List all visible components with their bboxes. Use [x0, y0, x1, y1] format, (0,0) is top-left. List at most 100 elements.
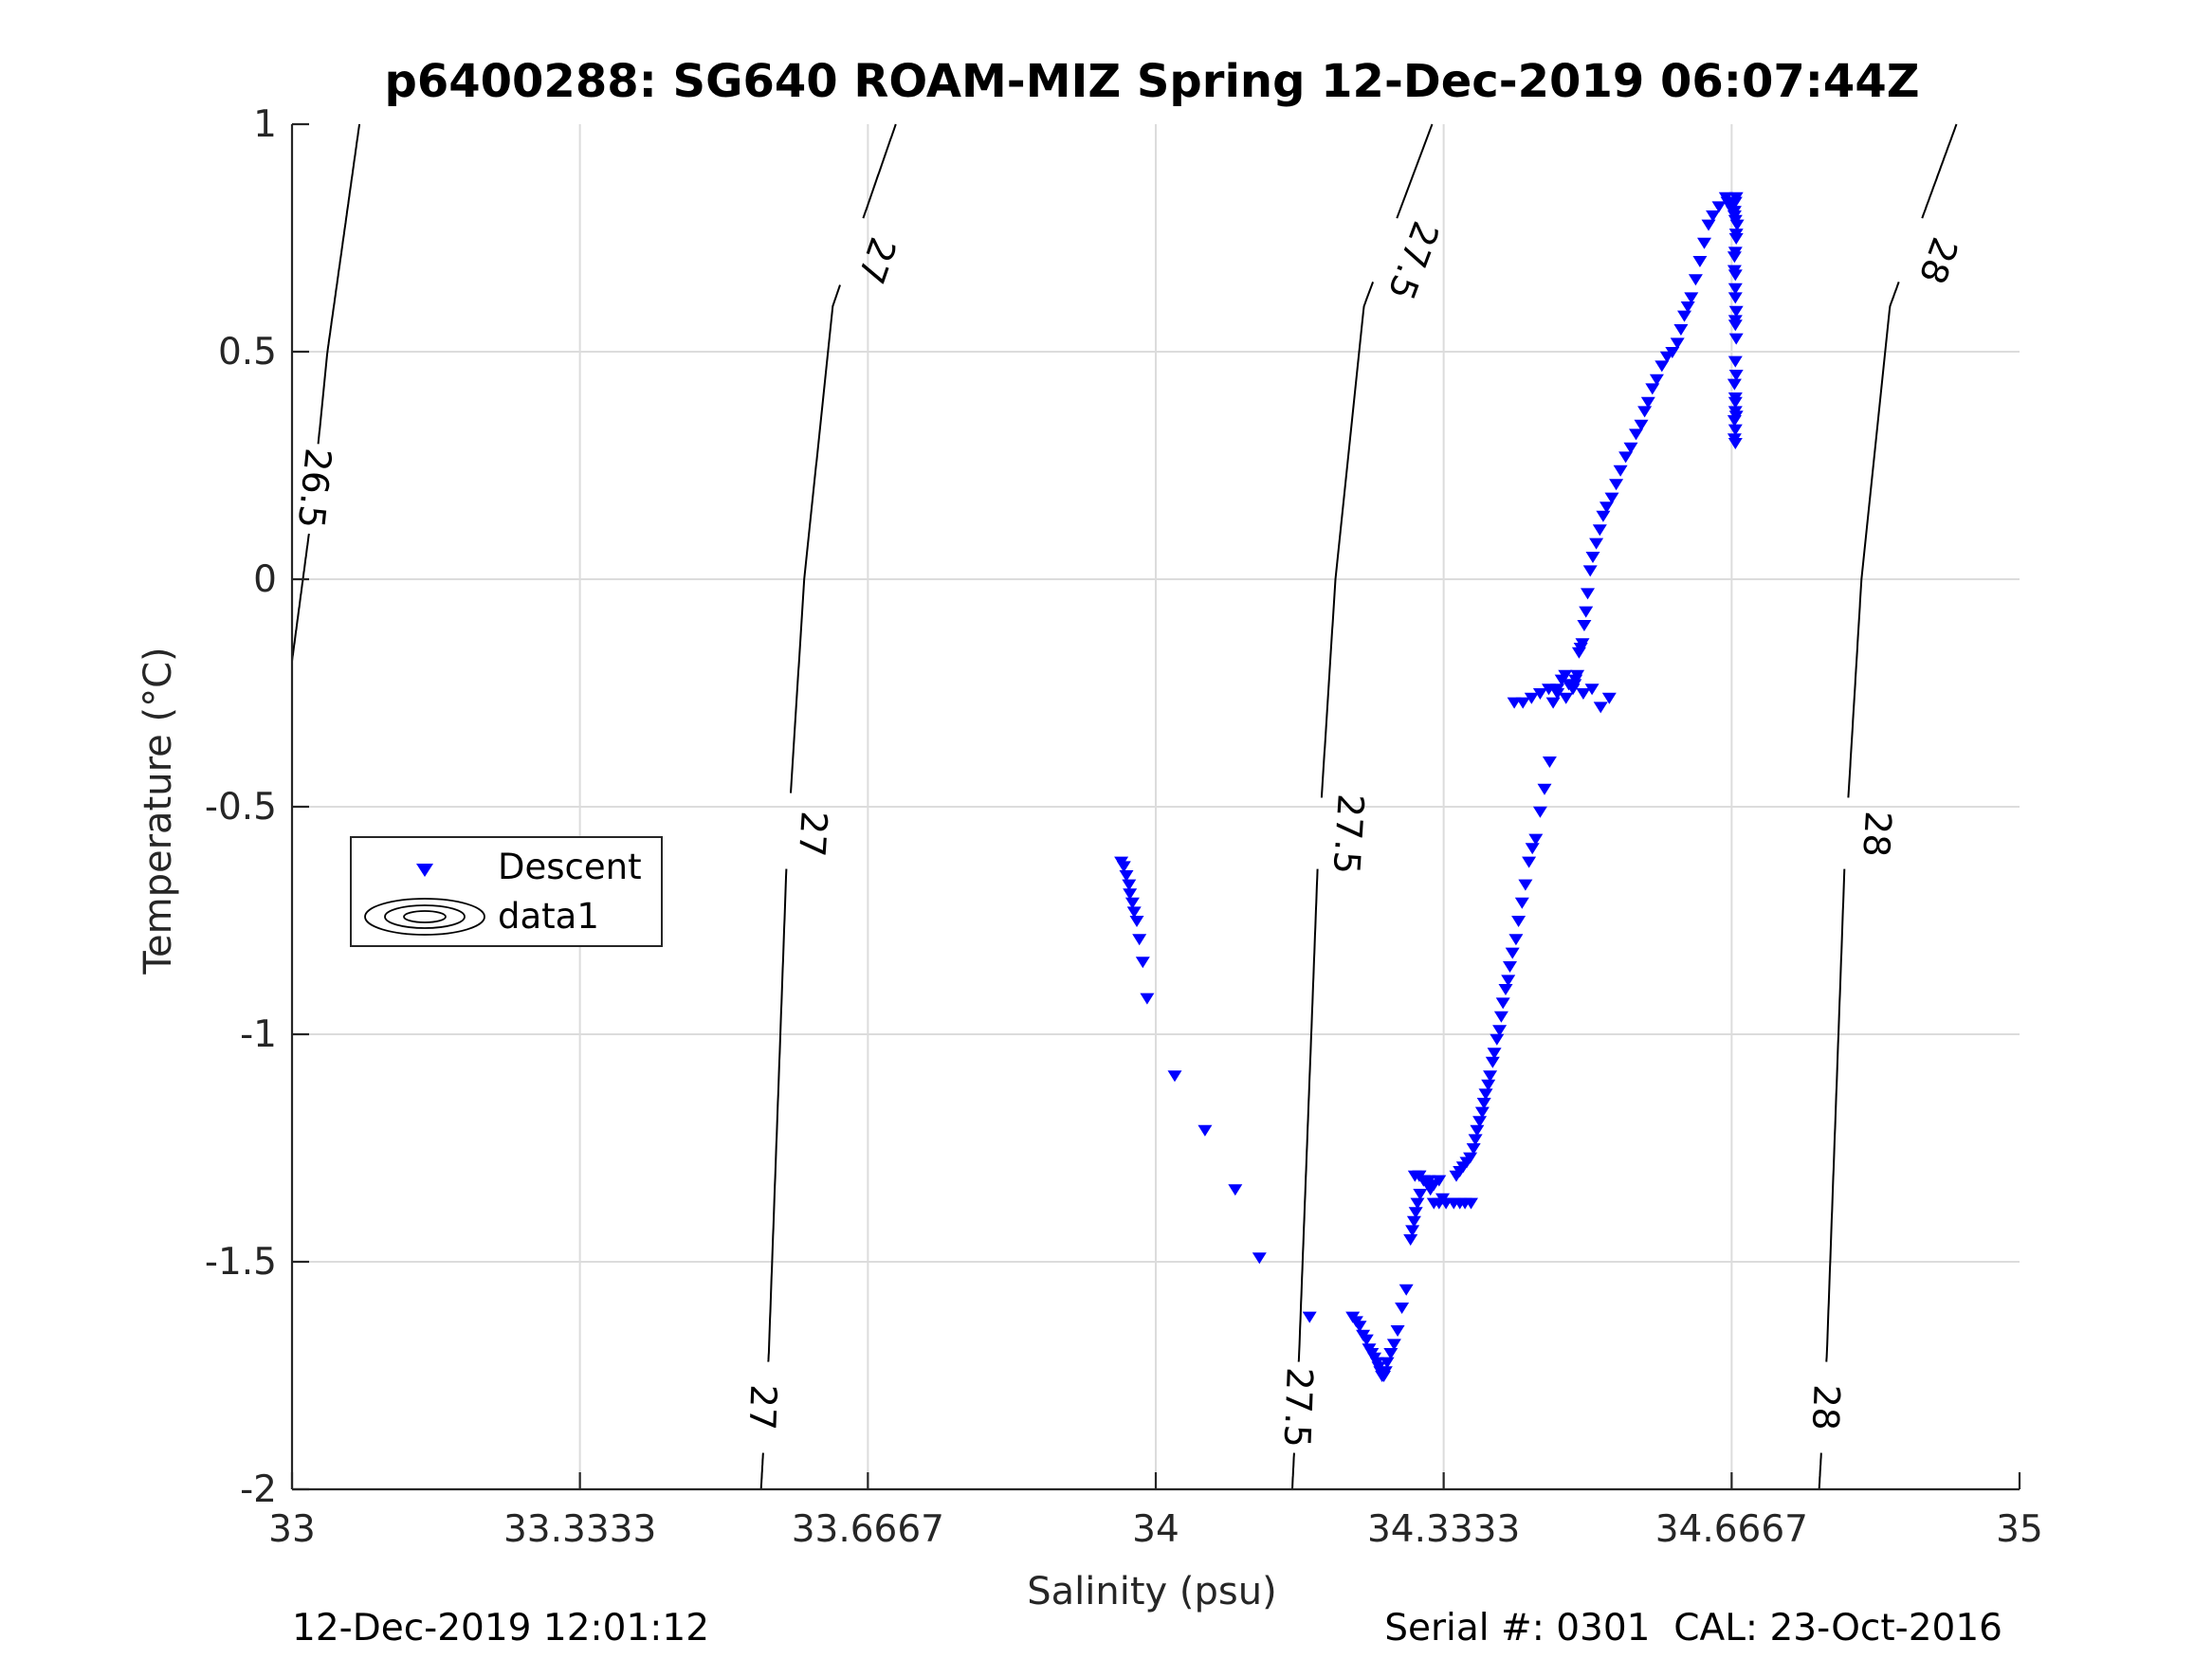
- descent-point: [1550, 688, 1565, 700]
- descent-point: [1129, 916, 1144, 927]
- descent-point: [1579, 606, 1594, 618]
- descent-point: [1727, 264, 1742, 277]
- contour-label-27.5: 27.5: [1325, 793, 1372, 875]
- descent-point: [1728, 424, 1743, 436]
- descent-point: [1398, 1284, 1414, 1296]
- descent-point: [1545, 697, 1561, 709]
- descent-point: [1604, 492, 1619, 504]
- y-tick-label: 0.5: [218, 331, 277, 374]
- descent-point: [1592, 524, 1607, 537]
- contour-label-27: 27: [741, 1384, 785, 1431]
- descent-point: [1123, 888, 1138, 901]
- descent-point: [1576, 688, 1591, 700]
- contour-line-28: [1921, 123, 1958, 219]
- descent-point: [1514, 897, 1529, 909]
- contour-line-27: [790, 284, 841, 793]
- descent-point: [1558, 669, 1573, 682]
- descent-point: [1623, 442, 1638, 454]
- contour-line-27: [759, 1452, 764, 1490]
- descent-point: [1706, 210, 1721, 222]
- descent-point: [1727, 206, 1742, 218]
- descent-point: [1481, 1079, 1496, 1091]
- descent-point: [1600, 501, 1614, 514]
- grid: [292, 124, 2020, 1489]
- descent-point: [1463, 1152, 1478, 1164]
- descent-point: [1122, 879, 1137, 891]
- contour-label-26.5: 26.5: [290, 447, 339, 531]
- descent-point: [1728, 392, 1743, 404]
- descent-point: [1476, 1098, 1491, 1109]
- descent-point: [1352, 1321, 1367, 1333]
- y-tick-label: 0: [253, 558, 277, 601]
- descent-point: [1688, 274, 1703, 286]
- descent-point: [1728, 406, 1743, 418]
- descent-point: [1135, 957, 1150, 969]
- descent-point: [1727, 251, 1742, 264]
- descent-point: [1501, 975, 1516, 987]
- descent-point: [1493, 1011, 1508, 1023]
- descent-point: [1410, 1197, 1425, 1210]
- x-tick-label: 34.3333: [1367, 1508, 1520, 1551]
- contour-label-27: 27: [791, 810, 835, 858]
- contour-line-27.5: [1396, 123, 1434, 219]
- legend-data1-label: data1: [498, 896, 599, 937]
- descent-point: [1474, 1106, 1490, 1119]
- legend-descent-label: Descent: [498, 847, 642, 887]
- legend-contour-icon: [364, 898, 485, 936]
- descent-point: [1395, 1303, 1410, 1314]
- x-axis-label: Salinity (psu): [1027, 1570, 1276, 1613]
- descent-point: [1680, 301, 1695, 313]
- descent-point: [1728, 370, 1744, 381]
- descent-point: [1582, 565, 1598, 577]
- contour-label-28: 28: [1855, 810, 1899, 858]
- descent-point: [1532, 806, 1547, 818]
- descent-point: [1228, 1184, 1243, 1196]
- descent-point: [1728, 283, 1743, 295]
- y-tick-label: 1: [253, 103, 277, 146]
- y-tick-label: -0.5: [205, 786, 277, 829]
- descent-point: [1116, 861, 1131, 873]
- x-tick-label: 34: [1132, 1508, 1179, 1551]
- descent-point: [1585, 552, 1600, 563]
- descent-point: [1728, 246, 1743, 259]
- descent-point: [1403, 1234, 1418, 1246]
- contour-line-26.5: [317, 123, 361, 445]
- contour-label-27.5: 27.5: [1380, 216, 1447, 306]
- descent-point: [1524, 692, 1539, 704]
- descent-point: [1468, 1134, 1483, 1146]
- descent-point: [1522, 856, 1537, 868]
- descent-point: [1728, 319, 1743, 332]
- descent-point: [1701, 219, 1716, 231]
- descent-point: [1629, 428, 1643, 441]
- contour-line-28: [1818, 1452, 1822, 1490]
- descent-point: [1697, 237, 1711, 249]
- descent-point: [1126, 906, 1142, 919]
- descent-point: [1505, 947, 1520, 959]
- descent-point: [1508, 934, 1524, 946]
- descent-point: [1728, 305, 1744, 318]
- descent-point: [1378, 1366, 1393, 1378]
- contour-label-27.5: 27.5: [1276, 1366, 1321, 1448]
- descent-point: [1386, 1339, 1401, 1351]
- descent-point: [1359, 1334, 1374, 1346]
- descent-point: [1728, 356, 1743, 368]
- descent-point: [1532, 688, 1547, 700]
- descent-point: [1593, 702, 1608, 714]
- descent-point: [1559, 692, 1574, 704]
- descent-point: [1167, 1070, 1182, 1083]
- contour-line-27: [767, 868, 788, 1362]
- descent-point: [1432, 1175, 1447, 1187]
- legend: Descent data1: [350, 836, 663, 947]
- descent-point: [1645, 383, 1660, 395]
- descent-point: [1511, 916, 1526, 927]
- descent-point: [1654, 360, 1670, 373]
- y-tick-label: -2: [240, 1468, 277, 1511]
- contour-line-27.5: [1320, 282, 1375, 798]
- descent-point: [1684, 292, 1699, 304]
- descent-point: [1728, 292, 1743, 304]
- descent-point: [1634, 419, 1649, 431]
- descent-point: [1589, 538, 1604, 550]
- descent-point: [1421, 1175, 1436, 1187]
- descent-point: [1649, 374, 1664, 386]
